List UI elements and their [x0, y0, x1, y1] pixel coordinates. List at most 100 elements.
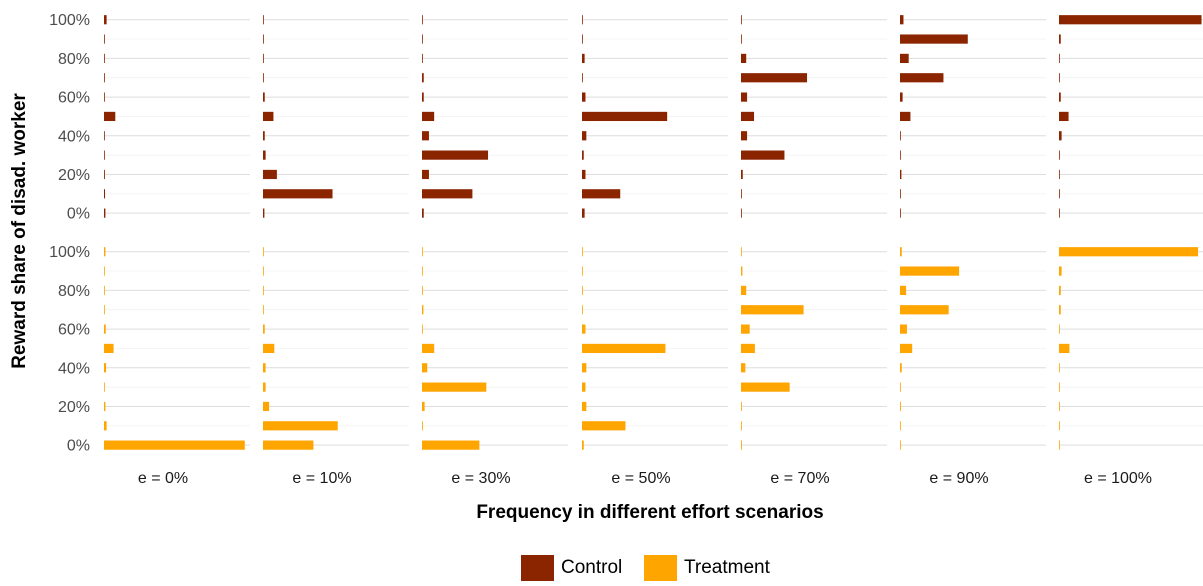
bar-treatment — [900, 247, 902, 257]
bar-control — [741, 169, 743, 180]
legend-swatch — [521, 555, 554, 581]
bar-treatment — [741, 324, 750, 334]
bar-control — [422, 111, 435, 122]
bar-treatment — [582, 343, 666, 354]
bar-treatment — [582, 285, 583, 296]
bar-control — [422, 169, 429, 180]
y-tick-label: 100% — [49, 12, 90, 29]
y-tick-label: 40% — [58, 360, 90, 377]
bar-treatment — [741, 382, 790, 392]
bar-control — [422, 208, 424, 218]
bar-treatment — [422, 440, 480, 450]
bar-treatment — [104, 363, 107, 373]
bar-control — [104, 131, 105, 141]
bar-control — [582, 150, 584, 160]
bar-treatment — [422, 266, 423, 276]
facet-label: e = 90% — [929, 470, 988, 487]
bar-control — [741, 73, 808, 83]
bar-treatment — [422, 305, 424, 315]
bar-treatment — [104, 266, 105, 276]
bar-control — [1059, 131, 1062, 141]
bar-control — [582, 189, 621, 199]
bar-control — [104, 53, 105, 64]
bar-control — [900, 53, 909, 64]
bar-control — [104, 150, 105, 160]
bar-treatment — [263, 440, 314, 450]
legend-label: Treatment — [684, 557, 771, 578]
bar-control — [741, 92, 748, 102]
bar-control — [422, 15, 423, 25]
bar-treatment — [741, 343, 755, 354]
bar-control — [263, 189, 333, 199]
bar-treatment — [1059, 421, 1060, 431]
legend-label: Control — [561, 557, 622, 578]
bar-treatment — [900, 266, 960, 276]
bar-treatment — [1059, 343, 1070, 354]
bar-treatment — [741, 247, 742, 257]
bar-treatment — [900, 305, 949, 315]
bar-treatment — [422, 421, 423, 431]
bar-treatment — [263, 305, 264, 315]
bar-treatment — [263, 343, 275, 354]
bar-treatment — [582, 382, 586, 392]
bar-control — [1059, 150, 1060, 160]
bar-control — [104, 189, 106, 199]
bar-control — [741, 15, 742, 25]
bar-control — [263, 208, 265, 218]
bar-control — [1059, 53, 1060, 64]
bar-control — [104, 34, 105, 44]
bar-treatment — [104, 285, 105, 296]
y-tick-label: 20% — [58, 399, 90, 416]
bar-treatment — [104, 343, 114, 354]
y-tick-label: 0% — [67, 206, 90, 223]
bar-treatment — [263, 382, 266, 392]
bar-treatment — [900, 382, 901, 392]
bar-control — [104, 92, 105, 102]
bar-control — [900, 208, 901, 218]
bar-control — [263, 15, 264, 25]
bar-control — [263, 53, 264, 64]
bar-control — [422, 34, 423, 44]
bar-treatment — [422, 343, 435, 354]
bar-control — [582, 53, 585, 64]
bar-treatment — [104, 305, 105, 315]
bar-control — [422, 189, 473, 199]
bar-control — [741, 111, 755, 122]
y-tick-label: 20% — [58, 167, 90, 184]
bar-treatment — [900, 343, 913, 354]
bar-control — [582, 15, 583, 25]
bar-treatment — [422, 247, 423, 257]
bar-treatment — [741, 305, 804, 315]
bar-control — [741, 131, 748, 141]
bar-control — [582, 169, 586, 180]
bar-control — [1059, 189, 1060, 199]
y-tick-label: 60% — [58, 322, 90, 339]
bar-treatment — [1059, 440, 1060, 450]
y-tick-label: 80% — [58, 51, 90, 68]
bar-treatment — [900, 401, 901, 412]
y-tick-label: 0% — [67, 438, 90, 455]
bar-treatment — [104, 401, 106, 412]
bar-control — [104, 111, 116, 122]
bar-treatment — [1059, 401, 1060, 412]
bar-treatment — [422, 382, 487, 392]
y-tick-label: 60% — [58, 90, 90, 107]
bar-control — [741, 150, 785, 160]
bar-control — [900, 111, 911, 122]
bar-treatment — [263, 285, 264, 296]
bar-treatment — [741, 401, 742, 412]
bar-control — [741, 34, 742, 44]
bar-control — [900, 150, 901, 160]
bar-treatment — [104, 440, 245, 450]
facet-label: e = 30% — [451, 470, 510, 487]
y-tick-label: 40% — [58, 128, 90, 145]
bar-treatment — [104, 382, 105, 392]
bar-treatment — [741, 421, 742, 431]
bar-treatment — [1059, 382, 1060, 392]
bar-control — [741, 53, 747, 64]
bar-treatment — [104, 421, 107, 431]
bar-control — [422, 73, 424, 83]
bar-control — [422, 53, 423, 64]
bar-control — [1059, 111, 1069, 122]
bar-control — [582, 111, 668, 122]
